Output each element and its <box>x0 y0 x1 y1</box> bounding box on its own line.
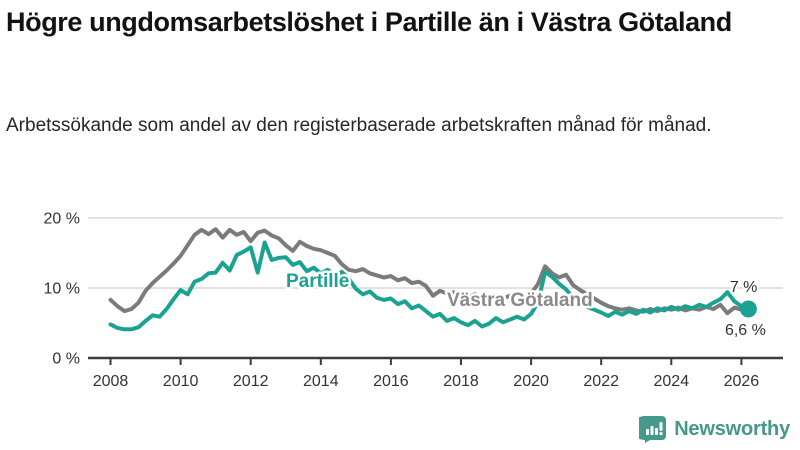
x-axis-label: 2026 <box>724 373 760 390</box>
y-axis-label: 20 % <box>44 211 80 228</box>
chart-title: Högre ungdomsarbetslöshet i Partille än … <box>6 7 732 37</box>
y-axis-label: 0 % <box>52 351 80 368</box>
series-line-partille <box>108 240 751 332</box>
x-axis-label: 2008 <box>93 373 129 390</box>
y-axis-label: 10 % <box>44 281 80 298</box>
end-value-label-vastra-gotaland: 6,6 % <box>725 322 766 339</box>
logo-bar-2 <box>650 426 654 435</box>
x-axis-label: 2024 <box>654 373 690 390</box>
x-axis-label: 2012 <box>233 373 269 390</box>
series-label-partille: Partille <box>286 271 349 292</box>
chart-subtitle: Arbetssökande som andel av den registerb… <box>6 115 712 136</box>
x-axis-label: 2018 <box>443 373 479 390</box>
series-end-dot-partille <box>739 300 757 318</box>
series-line-v-stra-g-taland <box>108 227 751 316</box>
x-axis-label: 2010 <box>163 373 199 390</box>
x-axis-label: 2014 <box>303 373 339 390</box>
logo-exclamation-bar <box>659 422 663 431</box>
newsworthy-logo-icon <box>639 416 667 443</box>
series-label-v-stra-g-taland: Västra Götaland <box>447 290 593 311</box>
x-axis-label: 2016 <box>373 373 409 390</box>
x-axis-label: 2022 <box>583 373 619 390</box>
end-value-label-partille: 7 % <box>730 279 758 296</box>
logo-bar-1 <box>646 429 650 435</box>
logo-bar-3 <box>655 428 659 435</box>
x-axis-label: 2020 <box>513 373 549 390</box>
newsworthy-logo-text: Newsworthy <box>674 417 790 440</box>
logo-exclamation-dot <box>659 432 663 436</box>
newsworthy-branding[interactable]: Newsworthy <box>639 415 790 443</box>
